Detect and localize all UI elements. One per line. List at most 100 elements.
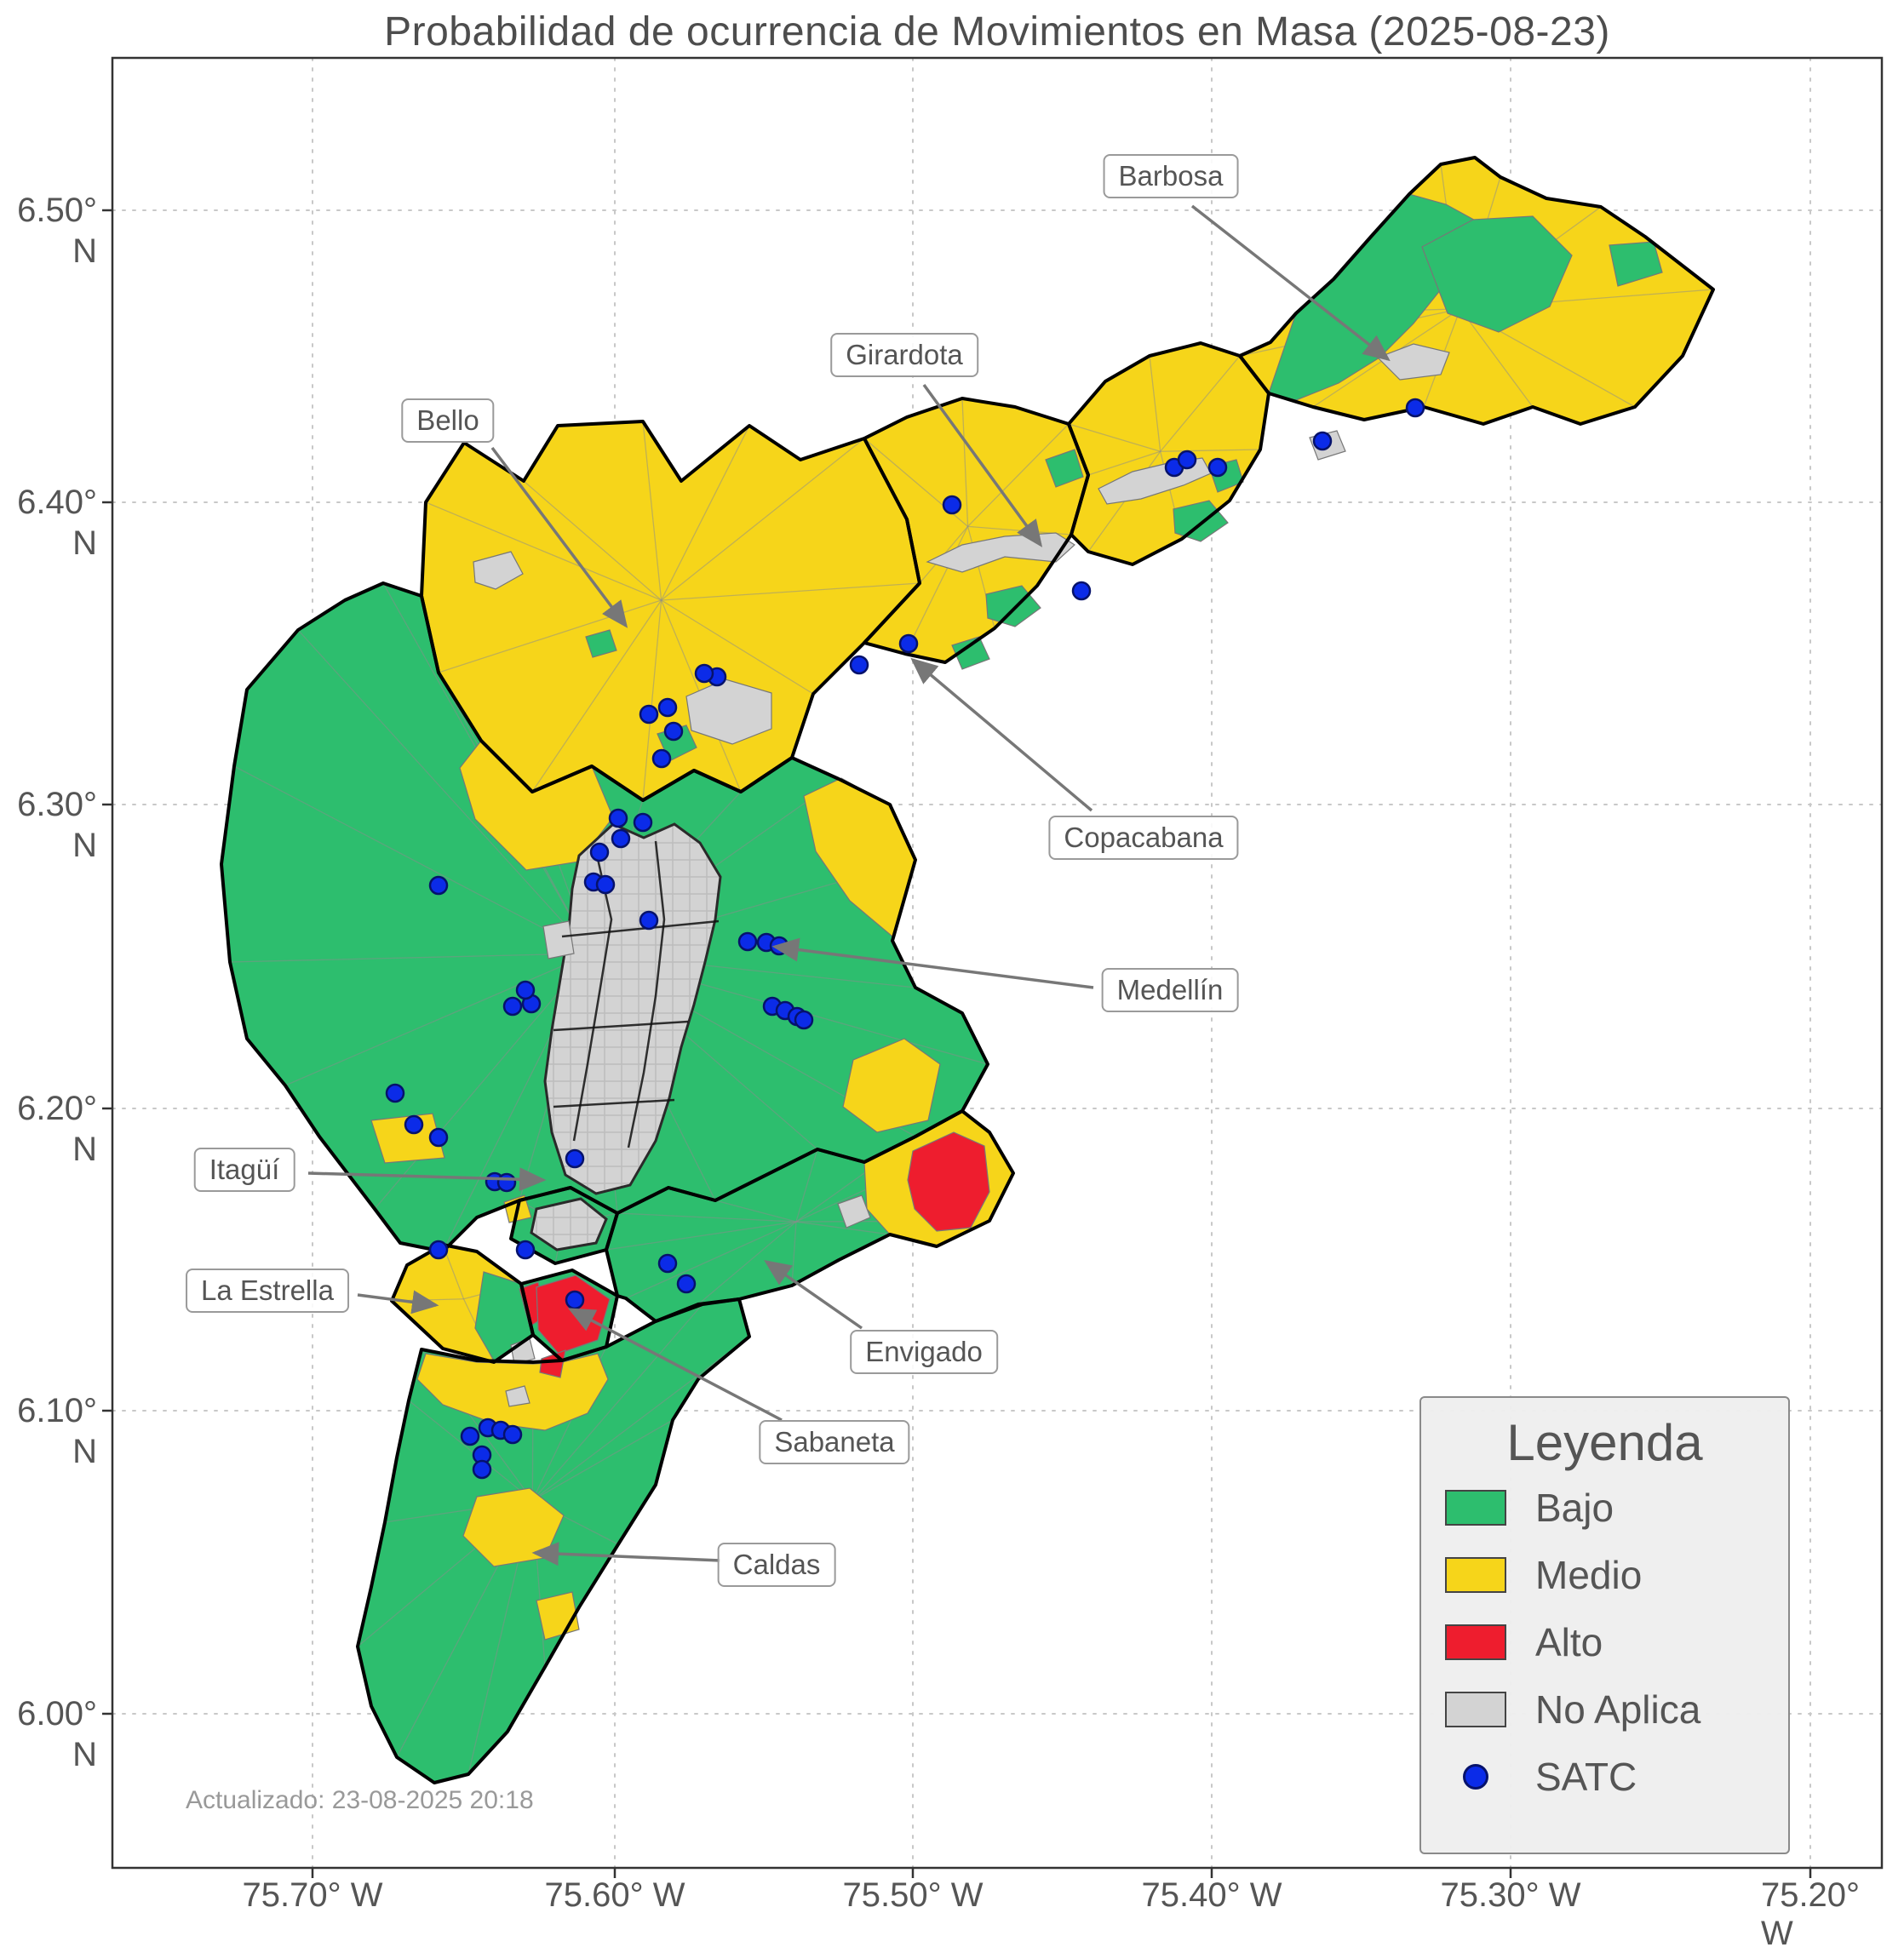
vereda-boundary-line [795,1221,891,1235]
y-tick-label: 6.20° N [17,1090,97,1168]
legend-item-bajo: Bajo [1445,1486,1764,1530]
x-tick-label: 75.20° W [1760,1876,1861,1952]
legend-title: Leyenda [1506,1414,1703,1471]
annotation-arrow-medell-n [771,937,1094,989]
legend-swatch-medio [1445,1557,1506,1593]
legend-label: SATC [1535,1755,1637,1799]
legend-label: No Aplica [1535,1687,1701,1732]
legend-item-no-aplica: No Aplica [1445,1687,1764,1732]
annotation-label-girardota: Girardota [830,333,978,377]
risk-patch-bajo [1421,215,1573,333]
vereda-boundary-line [531,599,662,793]
legend-items: Bajo Medio Alto No Aplica SATC [1445,1486,1764,1799]
annotation-arrow-girardota [922,383,1043,547]
satc-station-dot [676,1274,697,1294]
satc-station-dot [515,980,536,1000]
plot-frame [111,56,1884,1870]
vereda-boundary-line [425,501,662,601]
risk-patch-na [543,822,722,1195]
satc-station-dot [651,748,672,769]
vereda-boundary-line [532,1419,674,1501]
satc-station-dot [737,931,758,952]
satc-station-dot [472,1459,492,1480]
satc-station-dot [460,1426,480,1446]
satc-station-dot [633,812,653,833]
map-regions [220,156,1715,1784]
legend-item-medio: Medio [1445,1553,1764,1597]
vereda-boundary-line [661,425,750,601]
vereda-boundary-line [661,438,865,601]
annotation-arrow-itag- [307,1167,547,1192]
vereda-boundary-line [1149,355,1161,452]
annotation-arrow-caldas [531,1542,721,1566]
vereda-boundary-line [297,629,593,954]
municipality-bello [422,421,920,800]
legend-dot-wrap [1445,1764,1506,1790]
risk-patch-bajo [1045,449,1084,488]
legend-label: Bajo [1535,1486,1614,1530]
satc-station-dot [404,1114,424,1135]
satc-station-dot [589,842,610,862]
annotation-label-barbosa: Barbosa [1103,154,1239,198]
annotation-arrow-sabaneta [567,1308,783,1422]
legend-label: Alto [1535,1620,1603,1664]
annotation-arrow-copacabana [910,657,1093,812]
x-tick-label: 75.40° W [1141,1876,1282,1914]
satc-station-dot [1405,398,1425,418]
satc-station-dot [1071,581,1092,601]
municipality-border-caldas [356,1297,751,1784]
legend-swatch-bajo [1445,1490,1506,1526]
annotation-label-copacabana: Copacabana [1048,816,1239,860]
annotation-arrows [307,204,1391,1566]
satc-station-dot [1312,431,1333,451]
urban-comuna-line [572,850,613,1142]
risk-patch-medio [842,1038,941,1133]
legend-swatch-alto [1445,1624,1506,1660]
vereda-boundary-line [408,1400,533,1501]
satc-station-dot [502,1424,523,1445]
x-tick-label: 75.70° W [242,1876,383,1914]
annotation-label-caldas: Caldas [717,1543,836,1587]
municipality-border-copacabana [863,397,1090,664]
legend: Leyenda Bajo Medio Alto No Aplica SATC [1419,1396,1790,1854]
vereda-boundary-line [1460,308,1534,408]
vereda-boundary-line [714,1200,797,1223]
vereda-boundary-line [961,398,969,527]
vereda-boundary-line [1087,450,1161,476]
legend-label: Medio [1535,1553,1643,1597]
vereda-boundary-line [1160,449,1261,452]
satc-station-dot [849,655,869,675]
map-title: Probabilidad de ocurrencia de Movimiento… [384,9,1610,54]
satc-station-dot [1207,457,1228,478]
vereda-boundary-line [523,480,662,601]
vereda-boundary-line [531,1336,750,1501]
y-tick-label: 6.10° N [17,1392,97,1470]
annotation-arrow-barbosa [1190,204,1391,362]
satc-station-dot [608,808,628,828]
legend-item-satc: SATC [1445,1755,1764,1799]
risk-patch-bajo [1609,241,1663,287]
y-tick-label: 6.40° N [17,484,97,562]
municipality-border-barbosa [1238,156,1715,426]
vereda-boundary-line [531,1303,703,1501]
satc-station-dot [1177,450,1197,470]
risk-patch-na [530,1197,608,1251]
annotation-arrow-envigado [764,1259,863,1330]
satc-station-dot [515,1240,536,1260]
municipality-border-girardota [1067,341,1270,566]
vereda-boundary-line [642,421,662,601]
vereda-boundary-line [642,599,662,801]
annotation-label-envigado: Envigado [850,1330,998,1374]
risk-patch-na [1376,343,1450,381]
municipality-caldas [358,1299,749,1783]
satc-dot-icon [1463,1764,1488,1790]
vereda-boundary-line [661,582,920,601]
satc-station-dot [657,1253,678,1274]
satc-station-dot [794,1010,814,1030]
y-tick-label: 6.00° N [17,1695,97,1773]
y-tick-label: 6.50° N [17,192,97,270]
vereda-boundary-line [229,953,592,963]
